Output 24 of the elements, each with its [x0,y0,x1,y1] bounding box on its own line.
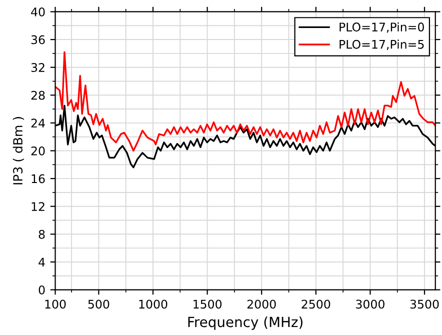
y-tick-label: 32 [31,63,44,72]
x-tick-label: 1500 [194,300,222,309]
legend-label: PLO=17,Pin=5 [340,40,424,50]
y-tick-label: 16 [32,174,45,184]
legend-label: PLO=17,Pin=0 [340,22,424,33]
y-tick-label: 20 [31,146,45,156]
y-axis-title: IP3 ( dBm ) [12,117,24,184]
x-tick-label: 500 [88,300,110,309]
x-tick-label: 100 [45,300,66,309]
y-tick-label: 40 [31,7,45,16]
y-tick-label: 36 [31,35,45,44]
y-tick-label: 12 [32,202,44,211]
y-tick-label: 0 [38,286,45,294]
x-tick-label: 1000 [139,300,168,309]
y-tick-label: 24 [31,118,45,128]
x-tick-label: 3500 [410,300,439,309]
y-tick-label: 4 [38,258,45,266]
y-tick-label: 28 [31,90,45,100]
line-series [55,51,436,152]
y-tick-label: 8 [38,230,45,239]
x-tick-label: 3000 [356,300,384,309]
x-tick-label: 2500 [302,300,330,309]
x-tick-label: 2000 [247,300,276,309]
x-axis-title: Frequency (MHz) [188,316,302,330]
